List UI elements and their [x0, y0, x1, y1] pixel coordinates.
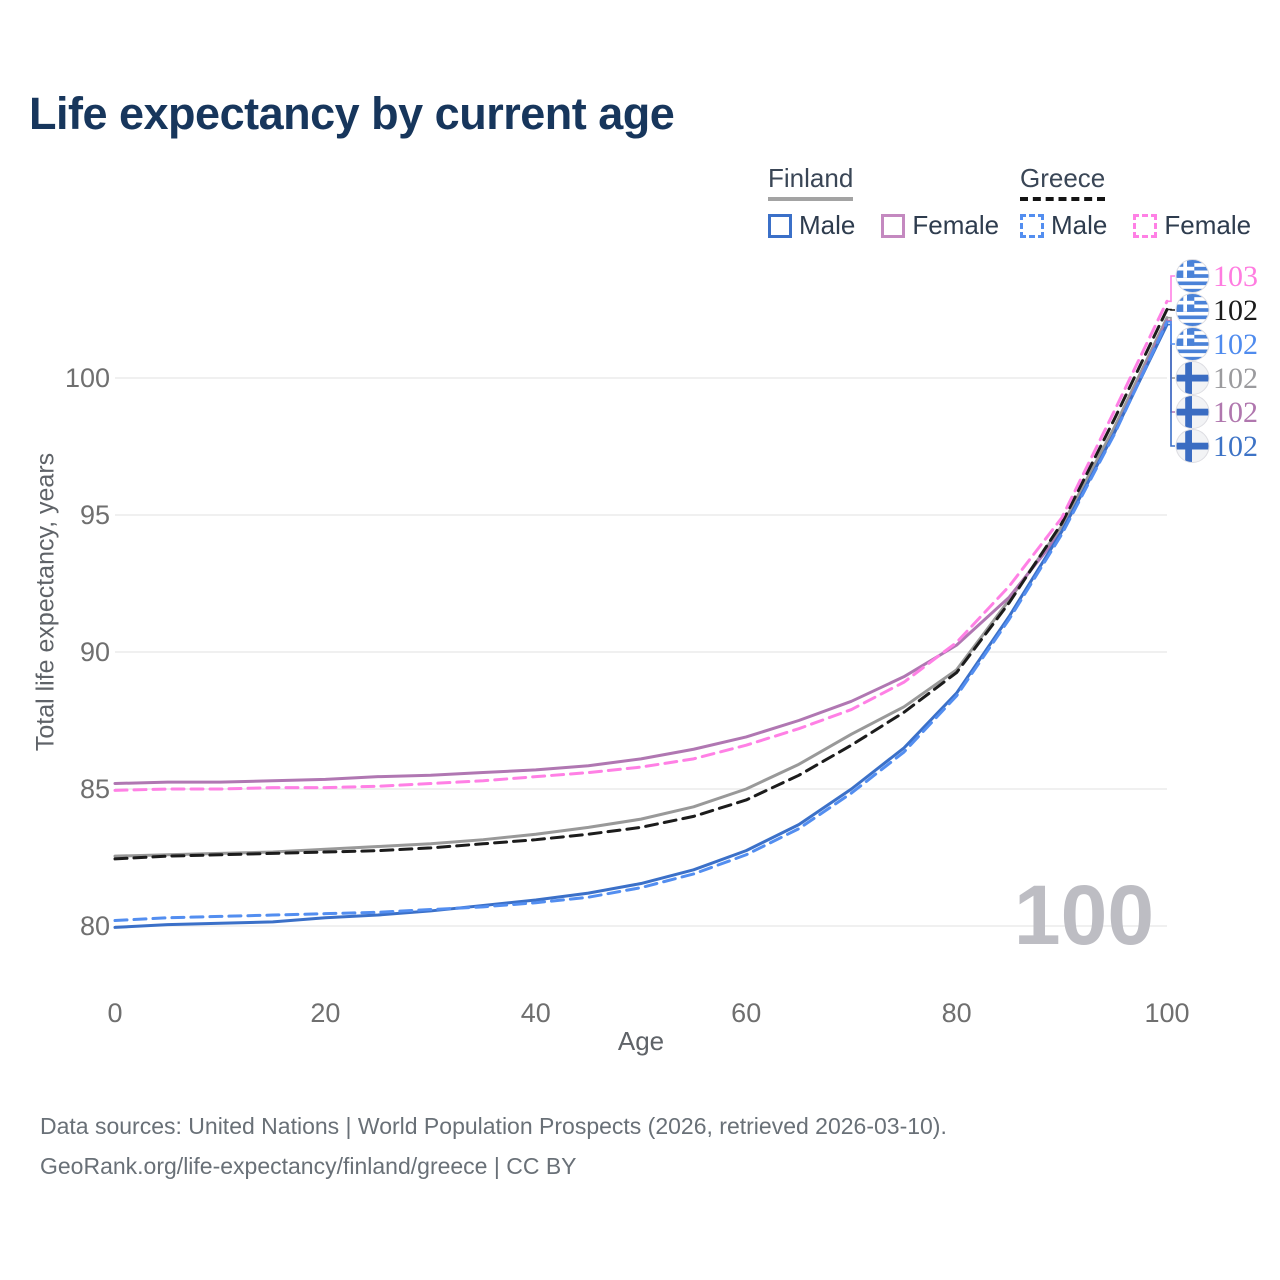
label-connector-greece-male	[1167, 321, 1175, 345]
finland-female-swatch-icon	[881, 213, 906, 238]
finland-flag-icon	[1176, 429, 1209, 463]
series-line-greece-female[interactable]	[113, 299, 1169, 792]
legend-label-finland-female: Female	[912, 210, 1000, 240]
series-line-finland-female[interactable]	[113, 318, 1169, 786]
y-tick-label-100: 100	[65, 363, 110, 393]
x-axis-title: Age	[617, 1026, 665, 1056]
greece-flag-icon	[1176, 259, 1209, 293]
legend-country-greece[interactable]: Greece	[1020, 163, 1106, 201]
x-tick-label-40: 40	[521, 998, 551, 1028]
legend-item-greece-male[interactable]: Male	[1020, 210, 1107, 241]
greece-flag-ring	[1175, 327, 1210, 361]
finland-flag-ring	[1175, 429, 1210, 463]
legend-label-greece-male: Male	[1051, 210, 1108, 240]
page-title: Life expectancy by current age	[29, 88, 675, 139]
end-value-label-greece-both-sexes: 102	[1213, 294, 1258, 327]
x-tick-label-80: 80	[942, 998, 972, 1028]
series-line-finland-both-sexes[interactable]	[113, 316, 1169, 858]
greece-flag-icon	[1176, 327, 1209, 361]
x-tick-label-100: 100	[1144, 998, 1189, 1028]
legend-group-greece: Greece Male Female	[1020, 163, 1251, 241]
series-line-greece-male[interactable]	[113, 320, 1169, 923]
x-tick-label-0: 0	[107, 998, 122, 1028]
series-line-finland-male[interactable]	[113, 323, 1169, 929]
legend-label-finland-male: Male	[799, 210, 856, 240]
label-connector-finland-male	[1167, 323, 1175, 447]
footer-attribution: GeoRank.org/life-expectancy/finland/gree…	[40, 1153, 577, 1179]
y-tick-label-90: 90	[80, 637, 110, 667]
legend-item-finland-male[interactable]: Male	[768, 210, 855, 241]
finland-flag-ring	[1175, 395, 1210, 429]
series-line-greece-both-sexes[interactable]	[113, 308, 1169, 861]
y-tick-label-95: 95	[80, 500, 110, 530]
end-value-label-finland-female: 102	[1213, 396, 1258, 429]
finland-flag-ring	[1175, 361, 1210, 395]
greece-male-swatch-icon	[1020, 213, 1044, 238]
finland-male-swatch-icon	[768, 213, 792, 238]
end-value-label-greece-male: 102	[1213, 328, 1258, 361]
x-tick-label-20: 20	[310, 998, 340, 1028]
legend-item-greece-female[interactable]: Female	[1133, 210, 1251, 241]
label-connector-greece-both-sexes	[1167, 308, 1175, 311]
y-axis-title: Total life expectancy, years	[31, 452, 60, 752]
y-tick-label-85: 85	[80, 774, 110, 804]
finland-flag-icon	[1176, 361, 1209, 395]
end-value-label-greece-female: 103	[1213, 260, 1258, 293]
label-connector-greece-female	[1167, 275, 1175, 303]
greece-flag-ring	[1175, 259, 1210, 293]
end-value-label-finland-male: 102	[1213, 430, 1258, 463]
x-tick-label-60: 60	[731, 998, 761, 1028]
footer: Data sources: United Nations | World Pop…	[40, 1106, 947, 1186]
greece-female-swatch-icon	[1133, 213, 1158, 238]
greece-flag-ring	[1175, 293, 1210, 327]
end-value-label-finland-both-sexes: 102	[1213, 362, 1258, 395]
footer-data-sources: Data sources: United Nations | World Pop…	[40, 1113, 947, 1139]
legend-country-finland[interactable]: Finland	[768, 163, 854, 201]
y-tick-label-80: 80	[80, 911, 110, 941]
legend-group-finland: Finland Male Female	[768, 163, 999, 241]
finland-flag-icon	[1176, 395, 1209, 429]
age-watermark: 100	[1014, 868, 1154, 962]
legend-item-finland-female[interactable]: Female	[881, 210, 999, 241]
legend-label-greece-female: Female	[1164, 210, 1252, 240]
